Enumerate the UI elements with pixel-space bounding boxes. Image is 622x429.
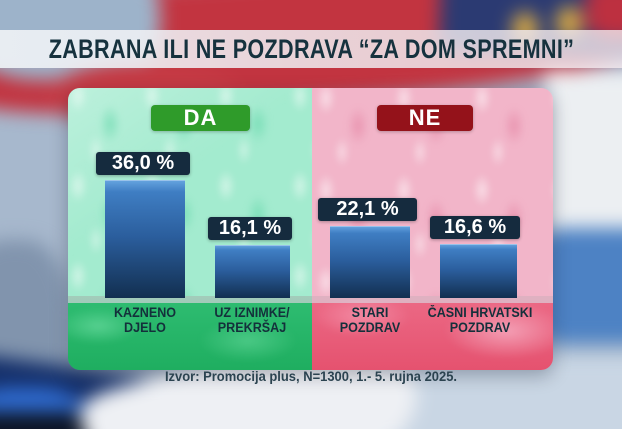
category-label: ČASNI HRVATSKI POZDRAV bbox=[415, 305, 545, 335]
category-line: STARI bbox=[351, 305, 389, 320]
da-footer-bg bbox=[68, 296, 314, 370]
category-label: STARI POZDRAV bbox=[314, 305, 426, 335]
value-chip: 22,1 % bbox=[318, 198, 417, 221]
category-line: DJELO bbox=[124, 319, 166, 335]
page-title: ZABRANA ILI NE POZDRAVA “ZA DOM SPREMNI” bbox=[48, 33, 574, 64]
flag-white-area bbox=[545, 70, 622, 240]
value-chip: 16,6 % bbox=[430, 216, 520, 239]
source-caption: Izvor: Promocija plus, N=1300, 1.- 5. ru… bbox=[164, 369, 458, 384]
ne-footer-bg bbox=[312, 296, 553, 370]
bar-casni-hrvatski-pozdrav bbox=[440, 244, 517, 298]
bar-stari-pozdrav bbox=[330, 226, 410, 298]
value-chip: 16,1 % bbox=[208, 217, 292, 240]
poll-panel: DA NE 36,0 % 16,1 % 22,1 % 16,6 % KAZNEN… bbox=[68, 88, 553, 370]
chart-baseline bbox=[68, 296, 553, 303]
bar-kazneno-djelo bbox=[105, 180, 185, 298]
category-line: UZ IZNIMKE/ bbox=[214, 305, 290, 320]
da-badge: DA bbox=[151, 105, 250, 131]
category-label: KAZNENO DJELO bbox=[89, 305, 201, 335]
category-label: UZ IZNIMKE/ PREKRŠAJ bbox=[196, 305, 308, 335]
value-chip: 36,0 % bbox=[96, 152, 190, 175]
category-line: KAZNENO bbox=[113, 305, 177, 320]
flag-dark-corner bbox=[0, 412, 90, 429]
bar-uz-iznimke-prekrsaj bbox=[215, 245, 290, 298]
category-line: ČASNI HRVATSKI bbox=[427, 305, 533, 320]
title-bar: ZABRANA ILI NE POZDRAVA “ZA DOM SPREMNI” bbox=[0, 30, 622, 68]
category-line: POZDRAV bbox=[449, 319, 511, 335]
ne-badge: NE bbox=[377, 105, 473, 131]
category-line: PREKRŠAJ bbox=[217, 319, 287, 335]
category-line: POZDRAV bbox=[339, 319, 401, 335]
